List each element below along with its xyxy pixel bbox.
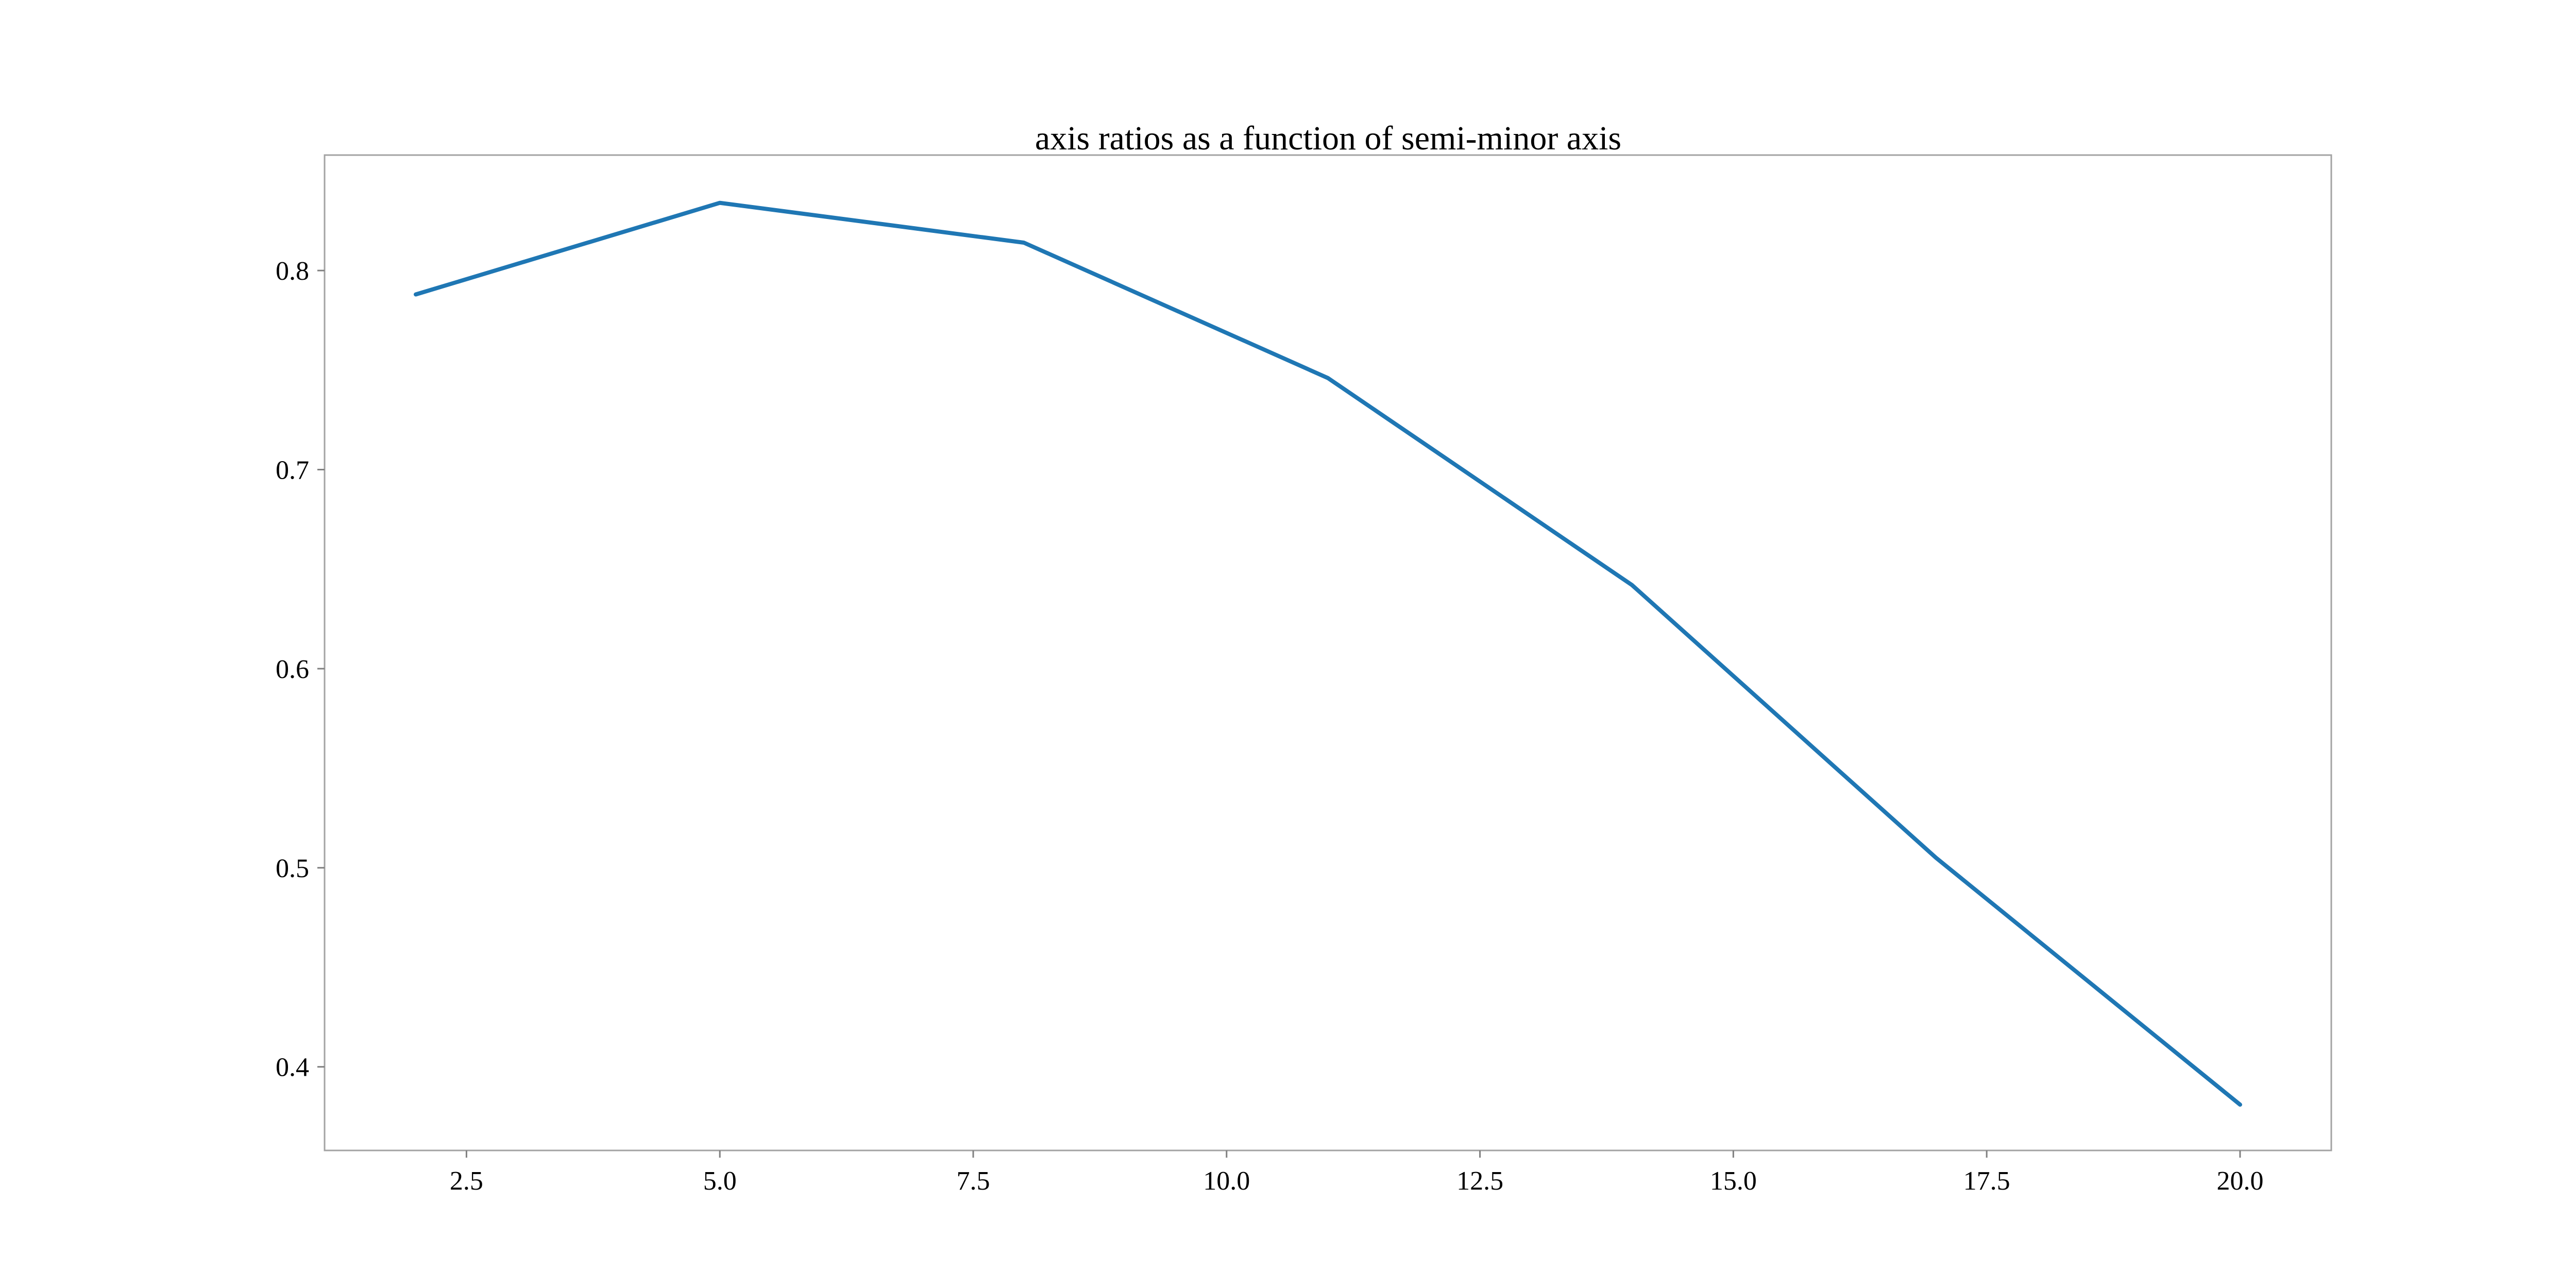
y-tick-label: 0.5 (276, 854, 309, 883)
plot-frame (324, 154, 2332, 1151)
y-tick-label: 0.7 (276, 456, 309, 485)
y-tick-label: 0.6 (276, 655, 309, 684)
x-tick-label: 5.0 (703, 1166, 737, 1196)
x-tick-label: 15.0 (1710, 1166, 1757, 1196)
x-axis: 2.5 5.0 7.5 10.0 12.5 15.0 17.5 20.0 (450, 1150, 2263, 1196)
x-tick-label: 12.5 (1456, 1166, 1503, 1196)
plot-area: 2.5 5.0 7.5 10.0 12.5 15.0 17.5 20.0 0.40.50.60… (276, 154, 2332, 1196)
chart-title: axis ratios as a function of semi-minor … (1035, 120, 1621, 157)
y-tick-label: 0.4 (276, 1053, 309, 1082)
x-tick-label: 2.5 (450, 1166, 483, 1196)
x-tick-label: 10.0 (1203, 1166, 1250, 1196)
x-tick-label: 7.5 (956, 1166, 990, 1196)
x-tick-label: 17.5 (1963, 1166, 2010, 1196)
series-layer (414, 200, 2242, 1107)
y-axis: 0.4 0.5 0.6 0.7 0.8 (276, 257, 325, 1082)
x-tick-label: 20.0 (2216, 1166, 2263, 1196)
y-tick-label: 0.8 (276, 257, 309, 286)
series-line-0 (414, 200, 2242, 1107)
